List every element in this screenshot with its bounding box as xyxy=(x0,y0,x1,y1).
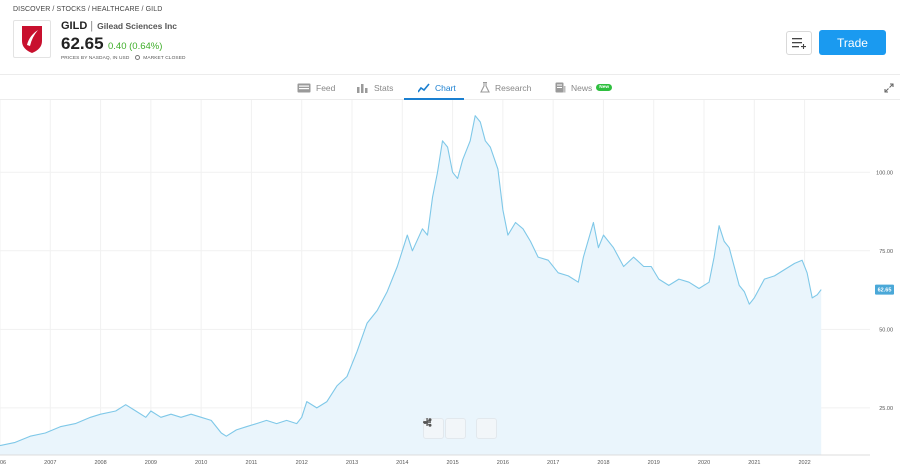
y-tick-label: 25.00 xyxy=(879,406,893,412)
tab-news[interactable]: News New xyxy=(555,75,613,100)
x-tick-label: 2022 xyxy=(798,460,810,466)
news-icon xyxy=(555,82,566,93)
breadcrumb-stocks[interactable]: STOCKS xyxy=(56,6,86,13)
breadcrumb-healthcare[interactable]: HEALTHCARE xyxy=(91,6,140,13)
trade-button[interactable]: Trade xyxy=(819,30,886,55)
breadcrumb-separator: / xyxy=(87,6,90,13)
x-tick-label: 2020 xyxy=(698,460,710,466)
price-change: 0.40 (0.64%) xyxy=(108,41,163,52)
x-tick-label: 2021 xyxy=(748,460,760,466)
tab-news-label: News xyxy=(571,82,593,93)
current-price-tag xyxy=(875,284,894,295)
x-tick-label: 2011 xyxy=(246,460,258,466)
tab-stats-label: Stats xyxy=(374,82,394,93)
plus-icon xyxy=(423,418,431,426)
breadcrumb: DISCOVER / STOCKS / HEALTHCARE / GILD xyxy=(13,6,162,13)
price-chart[interactable]: 2006 2007 2008 2009 2010 2011 2012 2013 2014 2015… xyxy=(0,100,900,468)
breadcrumb-discover[interactable]: DISCOVER xyxy=(13,6,51,13)
tab-chart-label: Chart xyxy=(435,82,456,93)
current-price: 62.65 xyxy=(61,34,104,53)
zoom-in-button[interactable] xyxy=(423,418,466,439)
current-price-tag-label: 62.65 xyxy=(878,288,892,294)
breadcrumb-separator: / xyxy=(141,6,144,13)
x-tick-label: 2006 xyxy=(0,460,6,466)
share-button[interactable] xyxy=(423,418,497,439)
x-tick-label: 2017 xyxy=(547,460,559,466)
instrument-tabs: Feed Stats Chart Research News New xyxy=(0,74,900,100)
price-source: PRICES BY NASDAQ, IN USD xyxy=(61,56,130,61)
x-tick-label: 2009 xyxy=(145,460,157,466)
tab-research[interactable]: Research xyxy=(480,75,531,100)
x-tick-label: 2014 xyxy=(396,460,408,466)
share-icon xyxy=(423,418,432,427)
price-area xyxy=(0,115,822,455)
stats-icon xyxy=(357,83,368,93)
x-tick-label: 2013 xyxy=(346,460,358,466)
x-tick-label: 2008 xyxy=(94,460,106,466)
y-tick-label: 50.00 xyxy=(879,327,893,333)
tab-stats[interactable]: Stats xyxy=(357,75,393,100)
gilead-logo-icon xyxy=(13,20,51,58)
clock-icon xyxy=(134,55,140,60)
feed-icon xyxy=(297,83,311,92)
ticker-symbol: GILD xyxy=(61,20,88,32)
tab-feed-label: Feed xyxy=(316,82,336,93)
x-tick-label: 2019 xyxy=(648,460,660,466)
company-name: Gilead Sciences Inc xyxy=(97,21,177,31)
price-line xyxy=(0,115,822,447)
expand-icon[interactable] xyxy=(884,83,894,93)
x-tick-label: 2015 xyxy=(446,460,458,466)
x-tick-label: 2016 xyxy=(497,460,509,466)
tab-research-label: Research xyxy=(495,82,532,93)
chart-controls xyxy=(423,418,497,439)
x-tick-label: 2018 xyxy=(597,460,609,466)
breadcrumb-separator: / xyxy=(52,6,55,13)
zoom-controls xyxy=(423,418,466,439)
add-to-list-icon xyxy=(792,38,806,49)
tab-feed[interactable]: Feed xyxy=(297,75,335,100)
tab-chart[interactable]: Chart xyxy=(418,75,456,100)
price-meta: PRICES BY NASDAQ, IN USD MARKET CLOSED xyxy=(61,55,186,61)
breadcrumb-gild: GILD xyxy=(145,6,163,13)
instrument-title: GILD | Gilead Sciences Inc xyxy=(61,20,177,32)
add-to-watchlist-button[interactable] xyxy=(786,31,812,55)
title-separator: | xyxy=(90,20,94,32)
active-tab-indicator xyxy=(404,98,464,100)
x-tick-label: 2007 xyxy=(44,460,56,466)
flask-icon xyxy=(480,82,490,93)
y-tick-label: 100.00 xyxy=(876,170,893,176)
price-chart-svg: 2006 2007 2008 2009 2010 2011 2012 2013 2014 2015… xyxy=(0,100,894,466)
new-badge: New xyxy=(596,84,613,91)
y-tick-label: 75.00 xyxy=(879,249,893,255)
market-status: MARKET CLOSED xyxy=(143,56,186,61)
x-tick-label: 2010 xyxy=(195,460,207,466)
chart-icon xyxy=(418,82,430,92)
instrument-header: DISCOVER / STOCKS / HEALTHCARE / GILD GI… xyxy=(0,0,900,74)
x-tick-label: 2012 xyxy=(296,460,308,466)
